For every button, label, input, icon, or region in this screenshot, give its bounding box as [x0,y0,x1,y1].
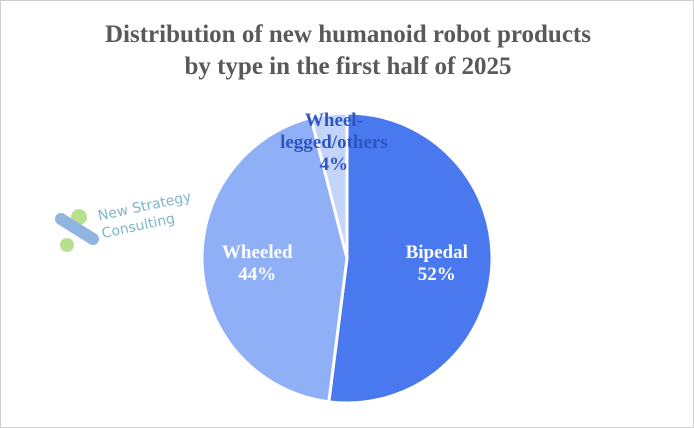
data-label: Bipedal 52% [392,242,482,286]
category-label: Bipedal [405,241,468,263]
data-label: Wheeled 44% [212,242,302,286]
value-label: 44% [238,263,277,285]
category-label: Wheel-legged/others [280,110,388,154]
value-label: 52% [417,263,456,285]
pie-slice [200,115,349,404]
logo-dot [60,238,74,252]
logo-bar [55,213,99,245]
value-label: 4% [319,154,349,176]
category-label: Wheeled [221,241,293,263]
data-label: Wheel-legged/others 4% [279,110,389,176]
pie-slice [309,111,349,259]
pie-slice [327,111,494,405]
chart-title: Distribution of new humanoid robot produ… [105,21,591,80]
